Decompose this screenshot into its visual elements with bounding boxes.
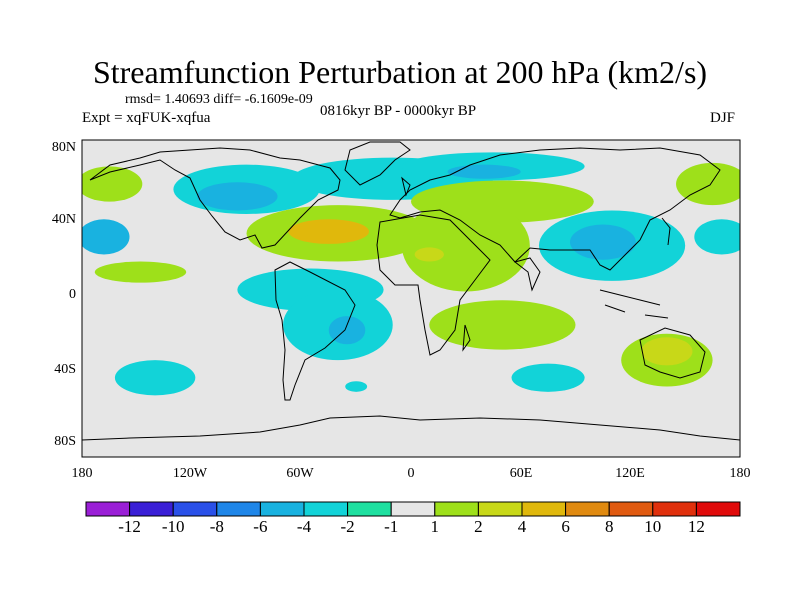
- field-region-16: [94, 261, 187, 283]
- field-contours: [82, 152, 740, 396]
- field-region-15: [694, 219, 740, 255]
- lon-tick-180e: 180: [729, 466, 751, 481]
- colorbar-label: 10: [644, 517, 662, 536]
- colorbar-cell-11: [565, 501, 610, 517]
- field-region-11: [401, 199, 530, 292]
- colorbar-label: -6: [253, 517, 268, 536]
- coast-north-america: [89, 147, 341, 249]
- lat-tick-40n: 40N: [51, 212, 76, 227]
- lon-tick-120w: 120W: [172, 466, 208, 481]
- period-label: 0816kyr BP - 0000kyr BP: [320, 103, 477, 119]
- colorbar-label: -1: [384, 517, 399, 536]
- colorbar-cell-10: [521, 501, 567, 517]
- lon-tick-60w: 60W: [286, 466, 314, 481]
- field-region-2: [197, 182, 278, 211]
- colorbar-label: -8: [209, 517, 224, 536]
- coast-uk: [401, 176, 411, 197]
- lon-tick-0: 0: [407, 466, 415, 481]
- colorbar-label: 6: [561, 517, 570, 536]
- page-title: Streamfunction Perturbation at 200 hPa (…: [92, 54, 708, 90]
- colorbar-cell-6: [347, 501, 392, 517]
- colorbar-label: -12: [118, 517, 141, 536]
- field-region-21: [114, 360, 196, 396]
- field-region-12: [414, 247, 444, 262]
- field-region-19: [328, 316, 366, 345]
- colorbar-label: -10: [161, 517, 185, 536]
- colorbar-cell-13: [652, 501, 697, 517]
- colorbar-label: -2: [340, 517, 355, 536]
- colorbar-label: 4: [517, 517, 527, 536]
- lat-tick-80n: 80N: [51, 140, 76, 155]
- lat-tick-80s: 80S: [54, 434, 76, 449]
- field-region-24: [345, 381, 368, 392]
- field-region-5: [447, 164, 521, 179]
- coast-africa: [376, 214, 491, 356]
- colorbar-cell-1: [129, 501, 174, 517]
- field-region-20: [429, 300, 576, 350]
- season-label: DJF: [710, 110, 736, 126]
- colorbar-cell-9: [477, 501, 523, 517]
- map-frame: [81, 139, 741, 458]
- coastlines: [82, 141, 740, 441]
- lat-tick-0: 0: [69, 287, 76, 302]
- coast-greenland: [344, 141, 411, 186]
- colorbar-cell-3: [216, 501, 261, 517]
- lat-tick-40s: 40S: [54, 362, 76, 377]
- stats-text: rmsd= 1.40693 diff= -6.1609e-09: [125, 92, 313, 107]
- colorbar-label: 1: [430, 517, 440, 536]
- colorbar-cell-4: [259, 501, 305, 517]
- colorbar-cell-2: [172, 501, 218, 517]
- colorbar-cell-7: [390, 501, 436, 517]
- experiment-label: Expt = xqFUK-xqfua: [82, 110, 211, 126]
- field-region-8: [82, 219, 130, 255]
- coast-india: [513, 257, 541, 292]
- field-region-7: [676, 162, 740, 206]
- field-region-10: [288, 219, 369, 244]
- coast-antarctica: [82, 415, 740, 441]
- colorbar-label: 8: [604, 517, 614, 536]
- colorbar-cell-5: [303, 501, 349, 517]
- coast-australia: [639, 327, 706, 379]
- field-region-14: [570, 224, 636, 260]
- coast-madagascar: [462, 324, 471, 352]
- colorbar-cell-12: [608, 501, 654, 517]
- colorbar-label: 12: [687, 517, 705, 536]
- colorbar-cell-14: [695, 501, 741, 517]
- colorbar-cell-8: [434, 501, 479, 517]
- colorbar-label: -4: [296, 517, 312, 536]
- lon-tick-120e: 120E: [615, 466, 645, 481]
- colorbar-cell-0: [85, 501, 131, 517]
- field-region-23: [641, 337, 693, 366]
- coast-japan: [661, 217, 671, 246]
- coast-eurasia: [389, 147, 721, 271]
- colorbar-label: 2: [474, 517, 483, 536]
- field-region-25: [511, 363, 585, 392]
- coast-south-america: [274, 261, 356, 401]
- coast-indonesia: [599, 289, 669, 319]
- lon-tick-180w: 180: [71, 466, 93, 481]
- lon-tick-60e: 60E: [509, 466, 533, 481]
